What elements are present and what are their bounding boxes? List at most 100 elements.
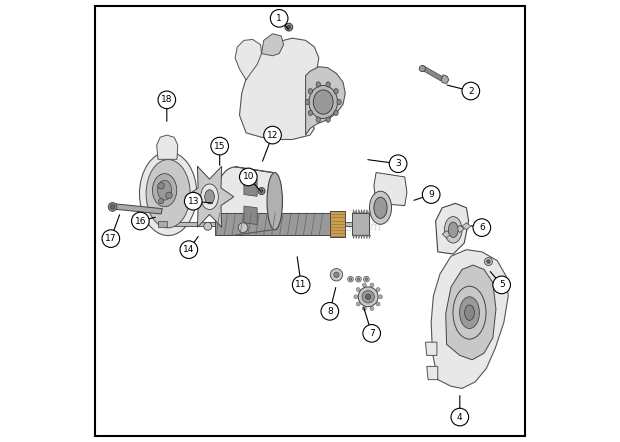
Ellipse shape [308, 110, 312, 115]
Polygon shape [158, 221, 167, 227]
Ellipse shape [166, 192, 172, 199]
Circle shape [493, 276, 510, 293]
Text: 18: 18 [161, 95, 172, 104]
Ellipse shape [287, 25, 291, 29]
Circle shape [422, 186, 440, 203]
Ellipse shape [363, 276, 370, 282]
Ellipse shape [316, 82, 321, 87]
Ellipse shape [370, 191, 391, 224]
Polygon shape [422, 66, 442, 81]
Ellipse shape [356, 288, 360, 292]
Text: 16: 16 [135, 217, 146, 225]
Polygon shape [358, 235, 360, 239]
Polygon shape [235, 167, 273, 235]
Ellipse shape [108, 202, 117, 211]
Polygon shape [363, 235, 365, 239]
Polygon shape [352, 213, 370, 235]
Ellipse shape [334, 272, 339, 278]
Polygon shape [369, 235, 370, 239]
Text: 13: 13 [187, 197, 199, 206]
Ellipse shape [140, 152, 197, 236]
Polygon shape [366, 235, 368, 239]
Polygon shape [353, 235, 355, 239]
Polygon shape [235, 39, 262, 80]
Ellipse shape [349, 278, 352, 281]
Ellipse shape [453, 286, 486, 339]
Circle shape [363, 324, 381, 342]
Circle shape [102, 230, 120, 248]
Circle shape [473, 219, 490, 236]
Text: 2: 2 [468, 87, 474, 95]
Ellipse shape [157, 180, 172, 200]
Ellipse shape [376, 288, 380, 292]
Ellipse shape [356, 302, 360, 306]
Polygon shape [361, 235, 363, 239]
Ellipse shape [374, 197, 387, 218]
Ellipse shape [267, 172, 283, 230]
Ellipse shape [365, 278, 368, 281]
Ellipse shape [260, 190, 263, 192]
Ellipse shape [330, 269, 343, 281]
Text: 4: 4 [457, 412, 463, 422]
Text: 7: 7 [369, 329, 374, 338]
Polygon shape [425, 342, 437, 355]
Ellipse shape [110, 205, 115, 209]
Ellipse shape [146, 160, 190, 228]
Ellipse shape [337, 99, 341, 105]
Polygon shape [358, 210, 360, 213]
Ellipse shape [362, 307, 366, 310]
Polygon shape [158, 222, 370, 226]
Ellipse shape [370, 283, 374, 287]
Ellipse shape [358, 287, 378, 307]
Text: 9: 9 [428, 190, 434, 199]
Text: 5: 5 [499, 280, 505, 290]
Ellipse shape [354, 295, 358, 299]
Text: eReplacementParts.com: eReplacementParts.com [238, 221, 382, 234]
Polygon shape [185, 166, 234, 227]
Ellipse shape [362, 283, 366, 287]
Circle shape [462, 82, 480, 100]
Polygon shape [436, 203, 469, 254]
Text: 6: 6 [479, 223, 485, 232]
Text: 17: 17 [105, 234, 117, 243]
Ellipse shape [366, 294, 371, 299]
Ellipse shape [334, 110, 339, 115]
Polygon shape [239, 38, 319, 140]
Polygon shape [441, 75, 449, 84]
Polygon shape [369, 210, 370, 213]
Text: 3: 3 [395, 159, 401, 168]
Polygon shape [442, 231, 451, 238]
Circle shape [389, 155, 407, 172]
Polygon shape [462, 223, 471, 230]
Polygon shape [273, 172, 275, 230]
Polygon shape [262, 34, 283, 56]
Ellipse shape [326, 117, 330, 122]
Text: 12: 12 [267, 130, 278, 140]
Circle shape [264, 126, 281, 144]
Ellipse shape [487, 260, 490, 263]
Text: 1: 1 [277, 14, 282, 23]
Ellipse shape [445, 217, 462, 243]
Polygon shape [361, 210, 363, 213]
Polygon shape [374, 172, 407, 206]
Polygon shape [446, 265, 496, 360]
Ellipse shape [419, 65, 425, 72]
Text: 14: 14 [183, 245, 195, 254]
Text: 8: 8 [327, 307, 333, 316]
Circle shape [239, 168, 257, 186]
Text: 11: 11 [296, 280, 307, 290]
Ellipse shape [356, 276, 361, 282]
Circle shape [180, 241, 198, 259]
Ellipse shape [464, 305, 474, 320]
Ellipse shape [238, 223, 248, 232]
Polygon shape [353, 210, 355, 213]
Polygon shape [363, 210, 365, 213]
Ellipse shape [484, 258, 492, 266]
Polygon shape [306, 67, 345, 135]
Ellipse shape [370, 307, 374, 310]
Ellipse shape [379, 295, 383, 299]
Ellipse shape [285, 23, 293, 31]
Polygon shape [244, 206, 257, 225]
Ellipse shape [204, 222, 212, 230]
Circle shape [451, 408, 469, 426]
